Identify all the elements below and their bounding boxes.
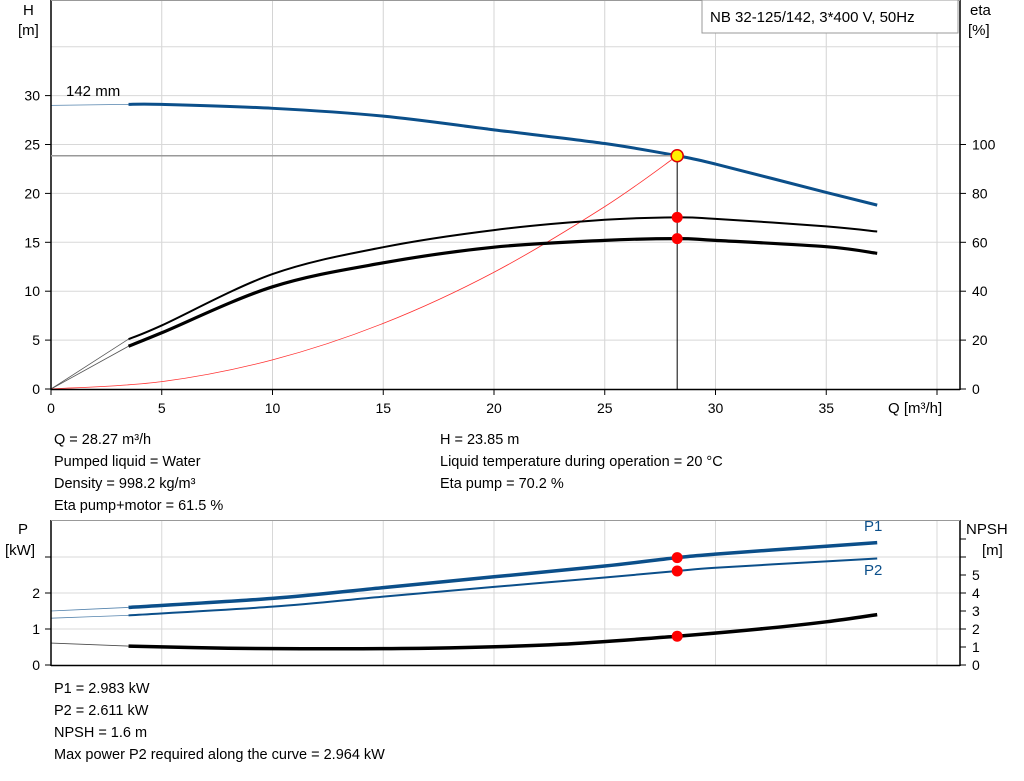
eta-tick-label: 60 [972, 234, 988, 250]
npsh-curve-extension [50, 642, 129, 647]
eta-tick-label: 0 [972, 381, 980, 397]
p-tick-label: 0 [32, 657, 40, 673]
x-tick-label: 30 [708, 400, 724, 416]
bottom-grid [51, 520, 960, 665]
p1-marker [671, 552, 683, 564]
y-tick-label: 10 [24, 283, 40, 299]
npsh-tick-label: 5 [972, 567, 980, 583]
x-tick-label: 20 [486, 400, 502, 416]
eta-pump-motor-curve [127, 237, 878, 348]
chart-title: NB 32-125/142, 3*400 V, 50Hz [710, 9, 915, 26]
x-tick-label: 10 [265, 400, 281, 416]
q-axis-label: Q [m³/h] [888, 400, 942, 417]
info-liquid: Pumped liquid = Water [54, 454, 201, 470]
curve-label-142mm: 142 mm [66, 83, 120, 100]
p2-label: P2 [864, 562, 882, 579]
y-tick-label: 30 [24, 88, 40, 104]
npsh-tick-label: 0 [972, 657, 980, 673]
eta-tick-label: 20 [972, 332, 988, 348]
curves [50, 102, 878, 651]
eta-tick-label: 40 [972, 283, 988, 299]
eta-extension-line [50, 338, 129, 390]
npsh-curve [128, 612, 878, 651]
y-tick-label: 5 [32, 332, 40, 348]
info-eta-pump-motor: Eta pump+motor = 61.5 % [54, 498, 224, 514]
h-axis-unit: [m] [18, 22, 39, 39]
info-h: H = 23.85 m [440, 432, 520, 448]
info-q: Q = 28.27 m³/h [54, 432, 152, 448]
duty-markers [51, 148, 684, 642]
p-tick-label: 1 [32, 621, 40, 637]
x-tick-label: 25 [597, 400, 613, 416]
x-tick-label: 15 [375, 400, 391, 416]
axes [45, 0, 966, 667]
head-curve-142mm-extension [50, 104, 129, 106]
x-tick-label: 35 [818, 400, 834, 416]
eta-extension-line [50, 345, 129, 390]
info-temperature: Liquid temperature during operation = 20… [440, 454, 723, 470]
npsh-axis-label: NPSH [966, 521, 1008, 538]
p-axis-unit: [kW] [5, 542, 35, 559]
p-axis-label: P [18, 521, 28, 538]
top-grid [51, 0, 960, 389]
info-eta-pump: Eta pump = 70.2 % [440, 476, 564, 492]
p-tick-label: 2 [32, 585, 40, 601]
info-p2: P2 = 2.611 kW [54, 703, 149, 719]
p2-curve-extension [50, 614, 129, 619]
tick-labels: 0 5 10 15 20 25 30 3505101520253002040608010001… [24, 88, 995, 673]
duty-point-marker [670, 148, 684, 163]
eta-pump-curve [128, 216, 878, 341]
y-tick-label: 0 [32, 381, 40, 397]
eta-axis-label: eta [970, 2, 992, 19]
head-curve-142mm [128, 102, 878, 207]
h-axis-label: H [23, 2, 34, 19]
eta-pump-marker [671, 211, 683, 223]
y-tick-label: 20 [24, 185, 40, 201]
npsh-marker [671, 630, 683, 642]
info-bottom: P1 = 2.983 kW P2 = 2.611 kW NPSH = 1.6 m… [54, 678, 385, 766]
x-tick-label: 5 [158, 400, 166, 416]
p2-marker [671, 565, 683, 577]
npsh-tick-label: 1 [972, 639, 980, 655]
info-top-right: H = 23.85 m Liquid temperature during op… [440, 429, 723, 495]
info-npsh: NPSH = 1.6 m [54, 725, 148, 741]
y-tick-label: 25 [24, 137, 40, 153]
eta-pump-motor-marker [671, 233, 683, 245]
system-curve [50, 155, 678, 390]
y-tick-label: 15 [24, 234, 40, 250]
eta-tick-label: 80 [972, 185, 988, 201]
info-p1: P1 = 2.983 kW [54, 681, 150, 697]
p2-curve [128, 557, 878, 617]
npsh-tick-label: 2 [972, 621, 980, 637]
npsh-tick-label: 3 [972, 603, 980, 619]
npsh-axis-unit: [m] [982, 542, 1003, 559]
info-top-left: Q = 28.27 m³/h Pumped liquid = Water Den… [54, 429, 223, 517]
info-max-power: Max power P2 required along the curve = … [54, 747, 385, 763]
x-tick-label: 0 [47, 400, 55, 416]
title-box [701, 0, 959, 34]
p1-label: P1 [864, 518, 882, 535]
npsh-tick-label: 4 [972, 585, 980, 601]
eta-axis-unit: [%] [968, 22, 990, 39]
p1-curve [128, 540, 878, 610]
info-density: Density = 998.2 kg/m³ [54, 476, 196, 492]
eta-tick-label: 100 [972, 137, 996, 153]
p1-curve-extension [50, 607, 129, 612]
